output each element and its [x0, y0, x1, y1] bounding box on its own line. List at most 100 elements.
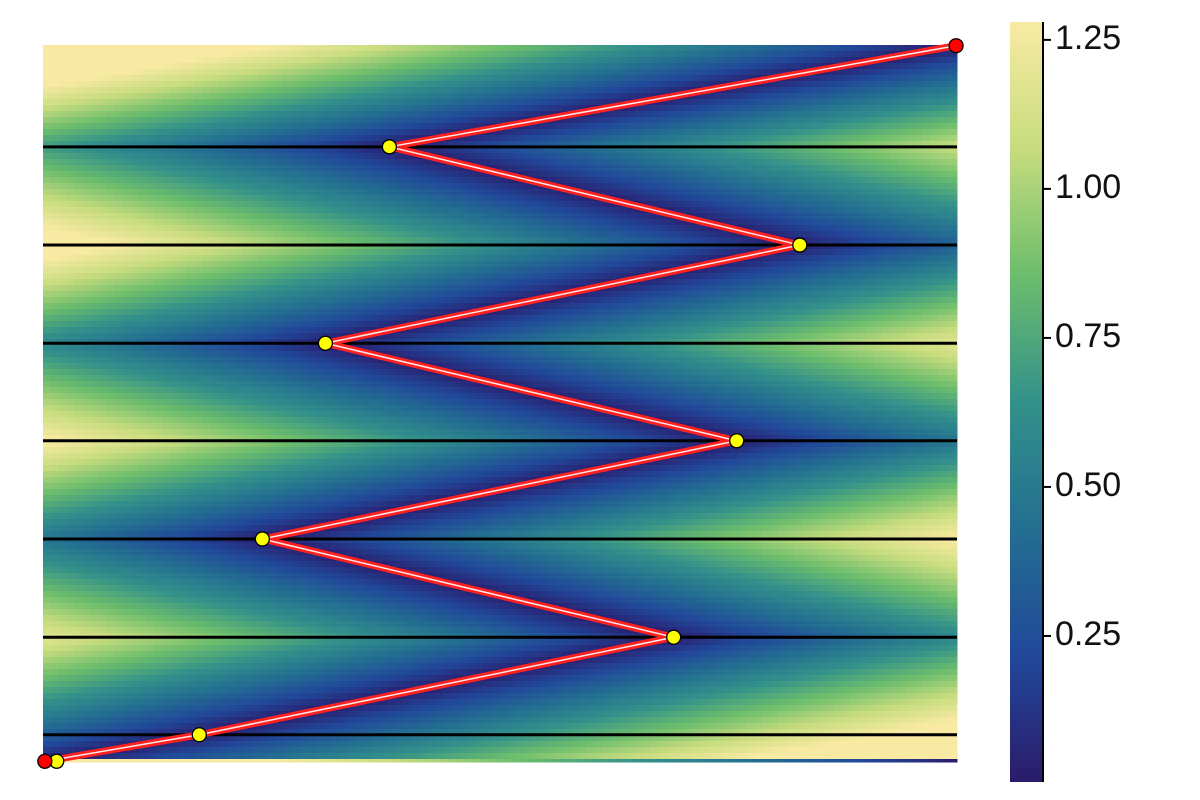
field-cell [251, 189, 260, 196]
field-cell [99, 267, 108, 274]
field-cell [675, 129, 684, 136]
field-cell [499, 117, 508, 124]
field-cell [283, 135, 292, 142]
field-cell [115, 45, 124, 52]
field-cell [179, 159, 188, 166]
field-cell [147, 291, 156, 298]
field-cell [723, 189, 732, 196]
field-cell [355, 249, 364, 256]
field-cell [67, 51, 76, 58]
field-cell [403, 159, 412, 166]
field-cell [83, 75, 92, 82]
field-cell [235, 273, 244, 280]
field-cell [91, 147, 100, 154]
field-cell [827, 189, 836, 196]
field-cell [363, 237, 372, 244]
field-cell [507, 195, 516, 202]
field-cell [123, 105, 132, 112]
field-cell [827, 123, 836, 130]
field-cell [419, 159, 428, 166]
field-cell [747, 87, 756, 94]
field-cell [443, 51, 452, 58]
field-cell [923, 117, 932, 124]
field-cell [947, 261, 956, 268]
field-cell [171, 111, 180, 118]
field-cell [563, 147, 572, 154]
field-cell [59, 279, 68, 286]
field-cell [227, 195, 236, 202]
field-cell [763, 87, 772, 94]
field-cell [339, 93, 348, 100]
field-cell [179, 303, 188, 310]
field-cell [299, 93, 308, 100]
field-cell [891, 165, 900, 172]
field-cell [531, 207, 540, 214]
field-cell [659, 297, 668, 304]
field-cell [819, 279, 828, 286]
field-cell [627, 189, 636, 196]
field-cell [763, 183, 772, 190]
field-cell [611, 297, 620, 304]
field-cell [435, 213, 444, 220]
field-cell [587, 135, 596, 142]
field-cell [763, 261, 772, 268]
field-cell [331, 129, 340, 136]
field-cell [259, 117, 268, 124]
field-cell [355, 201, 364, 208]
field-cell [243, 291, 252, 298]
field-cell [411, 105, 420, 112]
field-cell [611, 51, 620, 58]
field-cell [203, 159, 212, 166]
field-cell [723, 231, 732, 238]
field-cell [843, 117, 852, 124]
field-cell [171, 141, 180, 148]
field-cell [659, 219, 668, 226]
field-cell [59, 201, 68, 208]
field-cell [771, 87, 780, 94]
field-cell [691, 105, 700, 112]
field-cell [251, 117, 260, 124]
field-cell [355, 75, 364, 82]
field-cell [643, 285, 652, 292]
field-cell [171, 291, 180, 298]
field-cell [499, 147, 508, 154]
field-cell [347, 117, 356, 124]
field-cell [411, 171, 420, 178]
field-cell [531, 147, 540, 154]
field-cell [155, 249, 164, 256]
field-cell [675, 81, 684, 88]
field-cell [867, 279, 876, 286]
field-cell [587, 213, 596, 220]
field-cell [227, 201, 236, 208]
field-cell [187, 291, 196, 298]
field-cell [107, 93, 116, 100]
field-cell [251, 87, 260, 94]
field-cell [267, 87, 276, 94]
field-cell [123, 285, 132, 292]
field-cell [283, 51, 292, 58]
field-cell [75, 237, 84, 244]
field-cell [563, 159, 572, 166]
field-cell [347, 225, 356, 232]
field-cell [523, 57, 532, 64]
field-cell [603, 99, 612, 106]
field-cell [731, 189, 740, 196]
field-cell [179, 237, 188, 244]
field-cell [379, 195, 388, 202]
field-cell [507, 141, 516, 148]
field-cell [707, 165, 716, 172]
field-cell [947, 147, 956, 154]
field-cell [859, 213, 868, 220]
field-cell [115, 159, 124, 166]
field-cell [379, 69, 388, 76]
field-cell [283, 213, 292, 220]
field-cell [83, 279, 92, 286]
field-cell [315, 111, 324, 118]
field-cell [443, 201, 452, 208]
field-cell [203, 153, 212, 160]
field-cell [867, 261, 876, 268]
field-cell [923, 111, 932, 118]
field-cell [483, 135, 492, 142]
field-cell [843, 279, 852, 286]
field-cell [355, 81, 364, 88]
